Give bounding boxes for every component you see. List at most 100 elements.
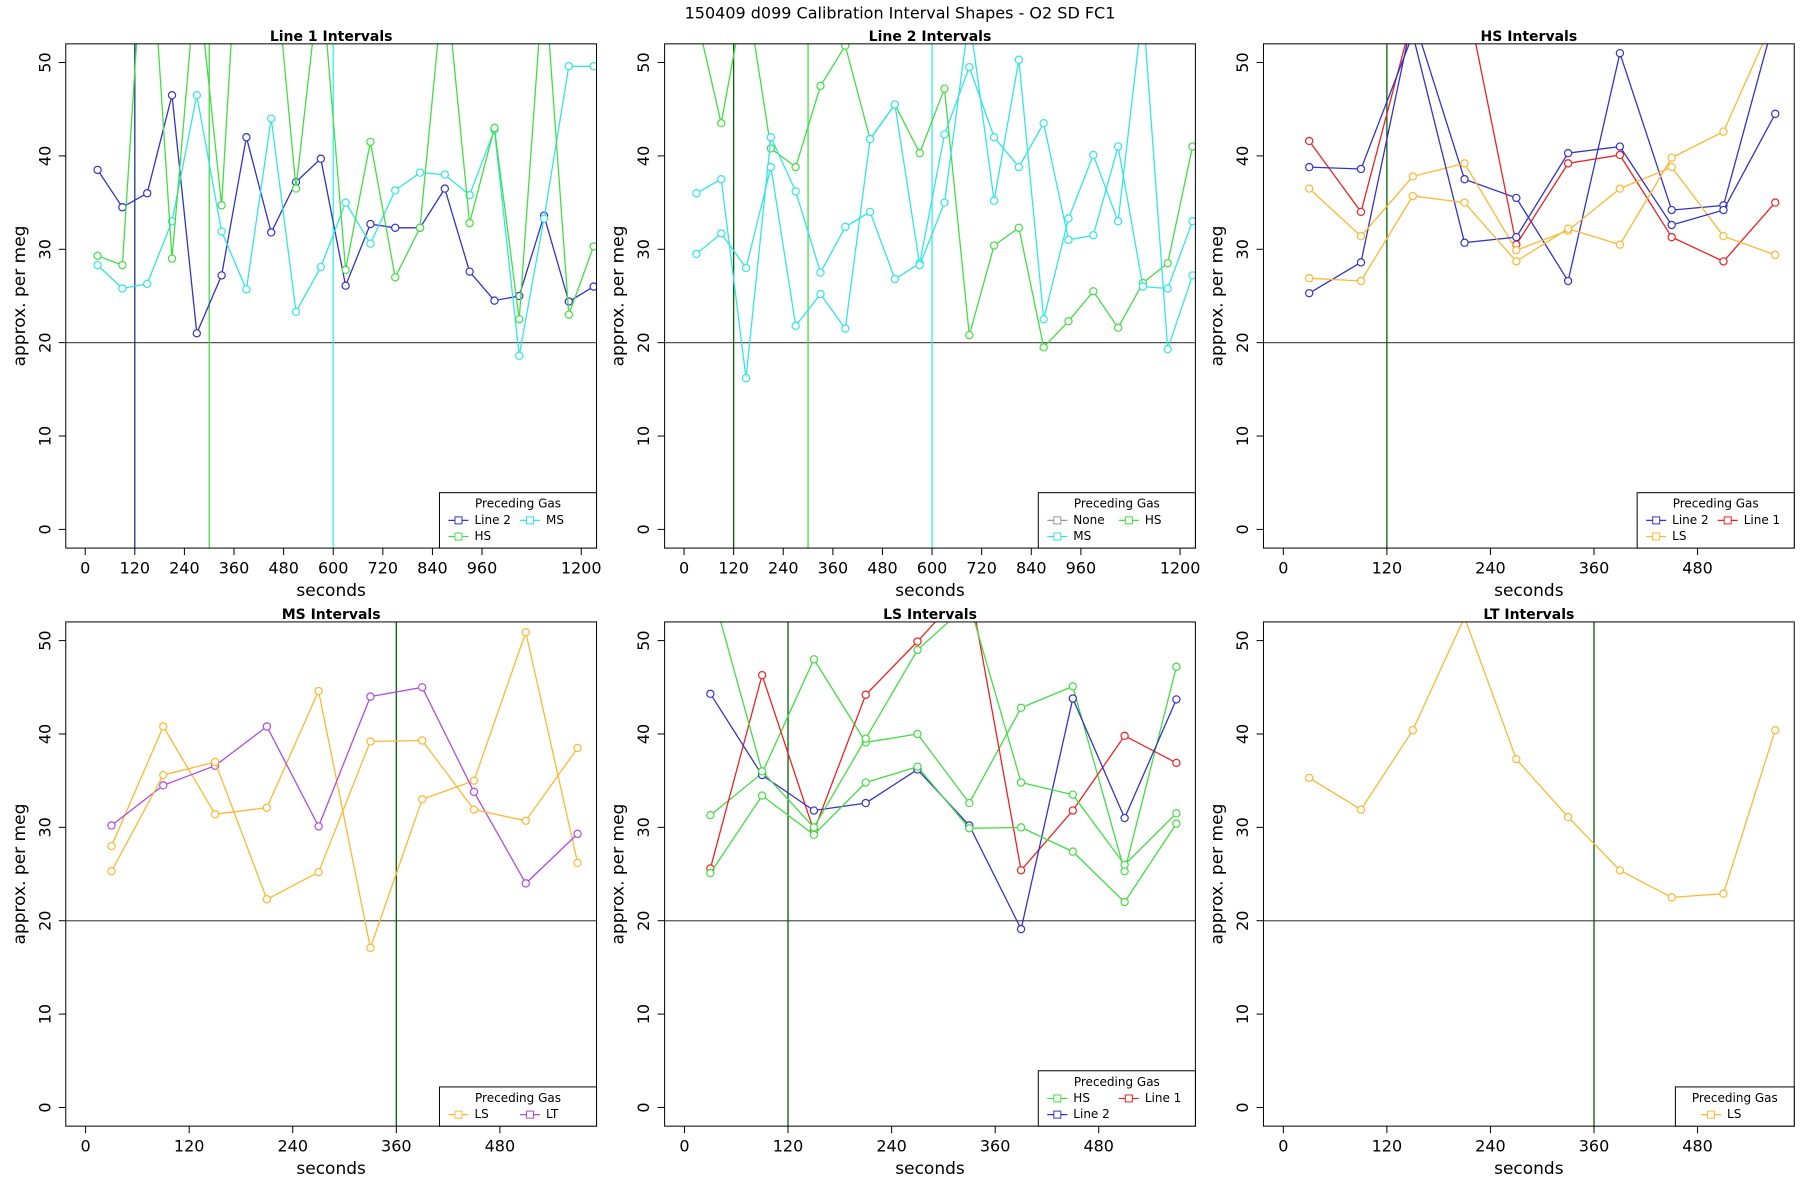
data-point	[816, 81, 825, 91]
data-point	[1014, 55, 1024, 64]
data-point	[809, 823, 819, 832]
figure-title: 150409 d099 Calibration Interval Shapes …	[685, 4, 1116, 23]
data-point	[913, 762, 922, 771]
data-point	[366, 692, 375, 701]
panel: Line 2 Intervals seconds approx. per meg 0 1…	[609, 29, 1201, 601]
data-point	[341, 265, 350, 275]
data-point	[573, 743, 582, 753]
data-point	[415, 168, 425, 177]
data-point	[242, 285, 251, 294]
legend-label: LT	[546, 1107, 559, 1121]
y-tick-label: 0	[35, 1102, 54, 1112]
data-point	[1356, 258, 1366, 267]
data-point	[167, 254, 177, 263]
panel: LS Intervals seconds approx. per meg 0 120 24…	[609, 607, 1196, 1179]
data-point	[706, 868, 715, 878]
data-point	[766, 133, 776, 142]
data-point	[890, 274, 900, 284]
y-tick-label: 40	[634, 146, 653, 166]
y-tick-label: 30	[1233, 239, 1252, 259]
series-line	[1309, 43, 1764, 282]
y-tick-label: 0	[1233, 524, 1252, 534]
data-point	[291, 184, 301, 193]
data-point	[757, 767, 767, 776]
data-point	[262, 895, 272, 904]
data-point	[1016, 823, 1026, 832]
x-axis-label: seconds	[895, 581, 965, 601]
data-point	[1068, 806, 1078, 815]
y-tick-label: 0	[634, 524, 653, 534]
data-point	[989, 133, 999, 142]
data-point	[1771, 250, 1780, 260]
data-point	[1460, 175, 1469, 184]
data-point	[564, 62, 574, 71]
data-point	[757, 791, 767, 800]
data-point	[521, 879, 530, 888]
data-point	[490, 296, 499, 305]
data-point	[1512, 754, 1521, 764]
data-point	[816, 268, 825, 277]
data-point	[465, 218, 474, 228]
data-point	[1305, 274, 1314, 283]
data-point	[589, 242, 597, 251]
y-tick-label: 50	[1233, 630, 1252, 650]
data-point	[1563, 148, 1573, 158]
data-point	[1615, 184, 1625, 193]
series-line	[1308, 162, 1776, 256]
data-point	[1719, 232, 1728, 241]
data-point	[1068, 847, 1078, 856]
data-point	[418, 795, 427, 804]
x-axis-label: seconds	[1494, 581, 1564, 601]
data-point	[791, 187, 800, 196]
data-point	[1719, 257, 1728, 266]
series-line	[709, 765, 1177, 904]
data-point	[915, 260, 924, 270]
data-point	[366, 943, 375, 953]
x-tick-label: 960	[467, 559, 498, 578]
legend-label: MS	[546, 513, 564, 527]
data-point	[143, 279, 152, 289]
data-point	[1771, 198, 1780, 207]
panel-title: MS Intervals	[282, 607, 381, 623]
data-point	[706, 811, 715, 820]
data-point	[1120, 813, 1129, 823]
data-point	[1305, 288, 1314, 298]
series-line	[110, 739, 579, 901]
data-point	[1356, 207, 1366, 217]
legend-swatch	[1053, 532, 1062, 541]
y-axis-label: approx. per meg	[609, 226, 629, 367]
data-point	[915, 148, 924, 158]
data-point	[341, 281, 350, 290]
data-point	[1667, 153, 1676, 162]
panel: Line 1 Intervals seconds approx. per meg 0 1…	[10, 29, 602, 601]
data-point	[809, 830, 819, 840]
data-point	[469, 805, 479, 814]
data-point	[809, 655, 819, 664]
data-point	[1512, 193, 1521, 203]
data-point	[440, 170, 450, 179]
y-tick-label: 10	[1233, 1004, 1252, 1024]
data-point	[940, 130, 949, 139]
series-line	[1308, 43, 1769, 294]
panel-title: HS Intervals	[1481, 29, 1578, 45]
data-point	[490, 123, 499, 133]
y-tick-label: 40	[35, 146, 54, 166]
data-point	[1615, 240, 1625, 249]
data-point	[1667, 893, 1676, 902]
legend-label: HS	[1145, 513, 1162, 527]
data-point	[791, 162, 800, 172]
data-point	[940, 198, 949, 207]
x-tick-label: 120	[174, 1137, 205, 1156]
data-point	[766, 162, 776, 172]
data-point	[1068, 682, 1078, 691]
x-tick-label: 0	[679, 559, 689, 578]
legend-swatch	[526, 1110, 534, 1119]
data-point	[1016, 703, 1026, 713]
data-point	[1356, 232, 1366, 241]
data-point	[1719, 205, 1728, 215]
data-point	[366, 239, 375, 248]
x-tick-label: 120	[120, 559, 151, 578]
data-point	[391, 186, 400, 195]
data-point	[1089, 287, 1098, 296]
